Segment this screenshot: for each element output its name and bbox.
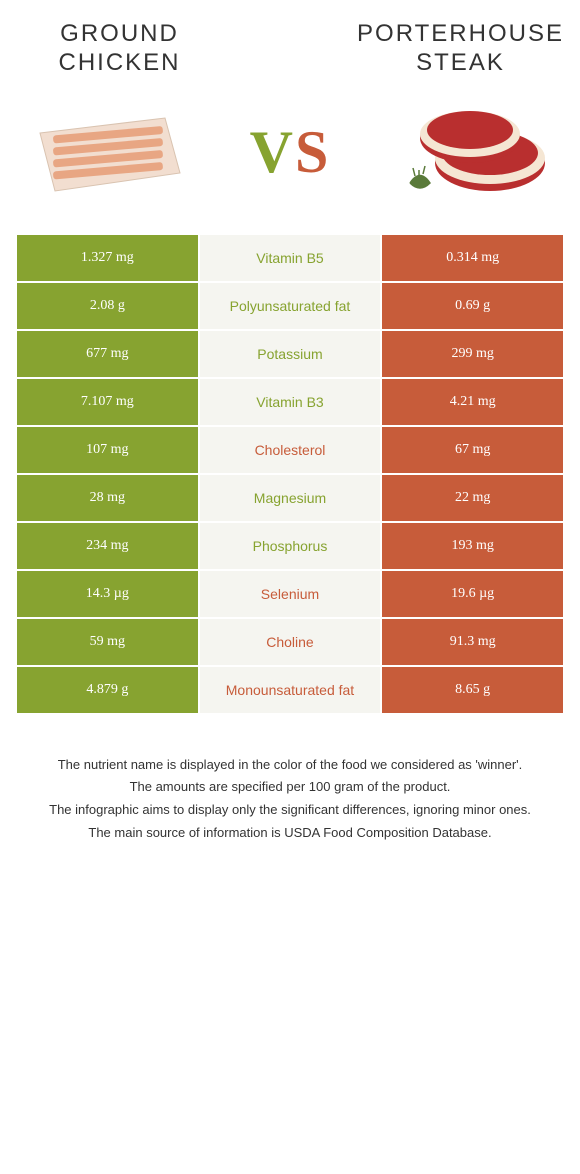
- left-value-cell: 4.879 g: [16, 666, 199, 714]
- nutrient-label-cell: Choline: [199, 618, 382, 666]
- right-value-cell: 19.6 µg: [381, 570, 564, 618]
- vs-letter-s: S: [295, 119, 330, 185]
- footer-line: The amounts are specified per 100 gram o…: [35, 777, 545, 798]
- right-value-cell: 4.21 mg: [381, 378, 564, 426]
- infographic-container: GROUND CHICKEN PORTERHOUSE STEAK VS: [0, 0, 580, 866]
- table-row: 234 mgPhosphorus193 mg: [16, 522, 564, 570]
- right-value-cell: 0.69 g: [381, 282, 564, 330]
- footer-notes: The nutrient name is displayed in the co…: [15, 755, 565, 844]
- nutrient-label-cell: Vitamin B5: [199, 234, 382, 282]
- nutrient-label-cell: Potassium: [199, 330, 382, 378]
- ground-chicken-image: [25, 98, 185, 208]
- nutrient-label-cell: Polyunsaturated fat: [199, 282, 382, 330]
- left-value-cell: 1.327 mg: [16, 234, 199, 282]
- table-row: 28 mgMagnesium22 mg: [16, 474, 564, 522]
- right-value-cell: 8.65 g: [381, 666, 564, 714]
- left-value-cell: 59 mg: [16, 618, 199, 666]
- nutrient-label-cell: Phosphorus: [199, 522, 382, 570]
- left-value-cell: 14.3 µg: [16, 570, 199, 618]
- nutrient-table-body: 1.327 mgVitamin B50.314 mg2.08 gPolyunsa…: [16, 234, 564, 714]
- footer-line: The main source of information is USDA F…: [35, 823, 545, 844]
- left-value-cell: 2.08 g: [16, 282, 199, 330]
- header-row: GROUND CHICKEN PORTERHOUSE STEAK: [15, 20, 565, 78]
- left-value-cell: 107 mg: [16, 426, 199, 474]
- right-value-cell: 91.3 mg: [381, 618, 564, 666]
- table-row: 7.107 mgVitamin B34.21 mg: [16, 378, 564, 426]
- table-row: 2.08 gPolyunsaturated fat0.69 g: [16, 282, 564, 330]
- left-value-cell: 7.107 mg: [16, 378, 199, 426]
- left-value-cell: 28 mg: [16, 474, 199, 522]
- table-row: 14.3 µgSelenium19.6 µg: [16, 570, 564, 618]
- table-row: 677 mgPotassium299 mg: [16, 330, 564, 378]
- nutrient-table: 1.327 mgVitamin B50.314 mg2.08 gPolyunsa…: [15, 233, 565, 715]
- table-row: 1.327 mgVitamin B50.314 mg: [16, 234, 564, 282]
- vs-badge: VS: [250, 118, 331, 187]
- footer-line: The infographic aims to display only the…: [35, 800, 545, 821]
- right-food-title: PORTERHOUSE STEAK: [356, 20, 565, 78]
- vs-letter-v: V: [250, 119, 295, 185]
- images-row: VS: [15, 98, 565, 208]
- table-row: 59 mgCholine91.3 mg: [16, 618, 564, 666]
- left-value-cell: 677 mg: [16, 330, 199, 378]
- footer-line: The nutrient name is displayed in the co…: [35, 755, 545, 776]
- nutrient-label-cell: Magnesium: [199, 474, 382, 522]
- left-food-title: GROUND CHICKEN: [15, 20, 224, 78]
- table-row: 4.879 gMonounsaturated fat8.65 g: [16, 666, 564, 714]
- nutrient-label-cell: Monounsaturated fat: [199, 666, 382, 714]
- right-value-cell: 22 mg: [381, 474, 564, 522]
- nutrient-label-cell: Vitamin B3: [199, 378, 382, 426]
- nutrient-label-cell: Cholesterol: [199, 426, 382, 474]
- right-value-cell: 67 mg: [381, 426, 564, 474]
- nutrient-label-cell: Selenium: [199, 570, 382, 618]
- right-value-cell: 193 mg: [381, 522, 564, 570]
- right-value-cell: 299 mg: [381, 330, 564, 378]
- table-row: 107 mgCholesterol67 mg: [16, 426, 564, 474]
- right-value-cell: 0.314 mg: [381, 234, 564, 282]
- left-value-cell: 234 mg: [16, 522, 199, 570]
- porterhouse-steak-image: [395, 98, 555, 208]
